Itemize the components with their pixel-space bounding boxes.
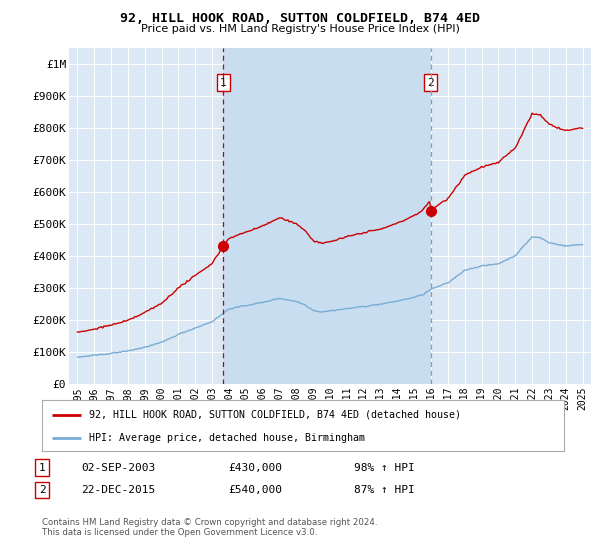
Text: 1: 1 — [38, 463, 46, 473]
Text: £430,000: £430,000 — [228, 463, 282, 473]
Text: £540,000: £540,000 — [228, 485, 282, 495]
Text: 98% ↑ HPI: 98% ↑ HPI — [354, 463, 415, 473]
Text: 92, HILL HOOK ROAD, SUTTON COLDFIELD, B74 4ED: 92, HILL HOOK ROAD, SUTTON COLDFIELD, B7… — [120, 12, 480, 25]
Text: HPI: Average price, detached house, Birmingham: HPI: Average price, detached house, Birm… — [89, 433, 365, 443]
Text: Contains HM Land Registry data © Crown copyright and database right 2024.
This d: Contains HM Land Registry data © Crown c… — [42, 518, 377, 538]
Text: Price paid vs. HM Land Registry's House Price Index (HPI): Price paid vs. HM Land Registry's House … — [140, 24, 460, 34]
Text: 22-DEC-2015: 22-DEC-2015 — [81, 485, 155, 495]
Text: 92, HILL HOOK ROAD, SUTTON COLDFIELD, B74 4ED (detached house): 92, HILL HOOK ROAD, SUTTON COLDFIELD, B7… — [89, 409, 461, 419]
Text: 1: 1 — [220, 78, 227, 88]
Text: 87% ↑ HPI: 87% ↑ HPI — [354, 485, 415, 495]
Text: 02-SEP-2003: 02-SEP-2003 — [81, 463, 155, 473]
Text: 2: 2 — [38, 485, 46, 495]
Text: 2: 2 — [427, 78, 434, 88]
Bar — [223, 48, 431, 384]
